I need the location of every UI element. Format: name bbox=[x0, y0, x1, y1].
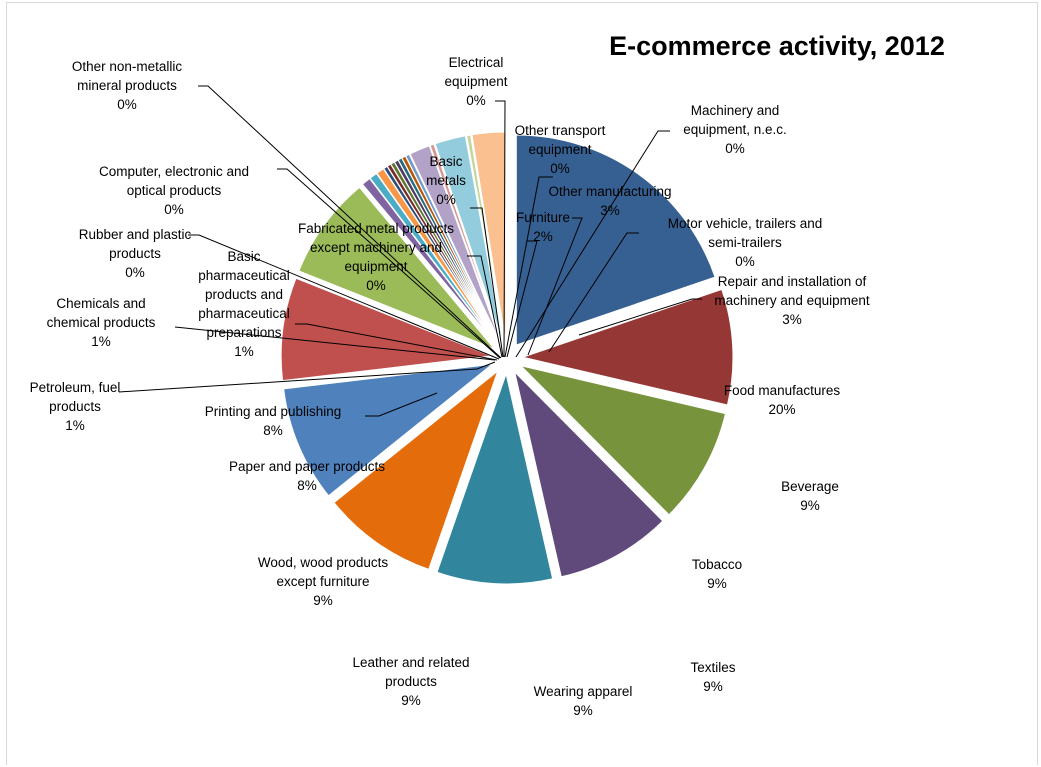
data-label-wood-wood-products-except-furniture: Wood, wood products except furniture 9% bbox=[258, 555, 389, 608]
data-label-other-non-metallic-mineral-products: Other non-metallic mineral products 0% bbox=[72, 59, 183, 112]
pie-slice-beverage bbox=[521, 288, 734, 406]
leader-line-repair-and-installation-of-machinery-and-equipment bbox=[578, 298, 702, 336]
leader-line-chemicals-and-chemical-products bbox=[174, 326, 496, 361]
data-label-other-manufacturing: Other manufacturing 3% bbox=[548, 184, 671, 218]
leader-line-machinery-and-equipment-n-e-c bbox=[515, 130, 670, 358]
pie-slice-motor-vehicle-trailers-and-semi-trailers bbox=[466, 134, 505, 343]
data-label-motor-vehicle-trailers-and-semi-trailers: Motor vehicle, trailers and semi-trailers… bbox=[668, 216, 823, 269]
pie-chart: E-commerce activity, 2012 Food manufactu… bbox=[30, 31, 945, 718]
leader-line-fabricated-metal-products-except-machinery-and-equipment bbox=[467, 255, 503, 358]
leader-line-computer-electronic-and-optical-products bbox=[277, 168, 501, 359]
data-label-basic-metals: Basic metals 0% bbox=[426, 154, 466, 207]
data-label-textiles: Textiles 9% bbox=[690, 660, 735, 694]
leader-lines bbox=[118, 85, 702, 417]
pie-slice-furniture bbox=[409, 145, 502, 344]
data-label-fabricated-metal-products-except-machinery-and-equipment: Fabricated metal products except machiner… bbox=[298, 221, 454, 293]
data-labels: Food manufactures 20% Beverage 9% Tobacco 9% T… bbox=[30, 55, 870, 718]
leader-line-electrical-equipment bbox=[495, 100, 506, 358]
leader-line-other-manufacturing bbox=[527, 217, 583, 356]
data-label-machinery-and-equipment-n-e-c: Machinery and equipment, n.e.c. 0% bbox=[683, 103, 787, 156]
data-label-petroleum-fuel-products: Petroleum, fuel products 1% bbox=[30, 380, 121, 433]
pie-slice-other-manufacturing bbox=[434, 135, 504, 343]
pie-slice-printing-and-publishing bbox=[298, 186, 495, 350]
data-label-basic-pharmaceutical-products-and-pharmaceutical-preparations: Basic pharmaceutical products and pharmaceu… bbox=[198, 249, 290, 359]
leader-line-basic-metals bbox=[470, 207, 504, 358]
data-label-furniture: Furniture 2% bbox=[516, 210, 570, 244]
data-label-repair-and-installation-of-machinery-and-equipment: Repair and installation of machinery and … bbox=[714, 274, 870, 327]
leader-line-printing-and-publishing bbox=[365, 392, 438, 417]
pie-slices bbox=[280, 131, 734, 585]
pie-slice-other-transport-equipment bbox=[404, 153, 501, 344]
data-label-tobacco: Tobacco 9% bbox=[692, 557, 742, 591]
data-label-rubber-and-plastic-products: Rubber and plastic products 0% bbox=[79, 227, 192, 280]
leader-line-basic-pharmaceutical-products-and-pharmaceutical-preparations bbox=[295, 323, 498, 361]
leader-line-petroleum-fuel-products bbox=[118, 361, 496, 393]
data-label-chemicals-and-chemical-products: Chemicals and chemical products 1% bbox=[47, 296, 156, 349]
data-label-food-manufactures: Food manufactures 20% bbox=[724, 383, 841, 417]
leader-line-other-transport-equipment bbox=[504, 176, 553, 358]
data-label-leather-and-related-products: Leather and related products 9% bbox=[352, 655, 469, 708]
pie-slice-wood-wood-products-except-furniture bbox=[283, 363, 494, 497]
data-label-computer-electronic-and-optical-products: Computer, electronic and optical products… bbox=[99, 164, 249, 217]
data-label-electrical-equipment: Electrical equipment 0% bbox=[444, 55, 507, 108]
data-label-beverage: Beverage 9% bbox=[781, 479, 839, 513]
pie-slice-food-manufactures bbox=[515, 134, 716, 346]
pie-slice-textiles bbox=[513, 370, 664, 578]
pie-slice-machinery-and-equipment-n-e-c bbox=[429, 143, 503, 344]
leader-line-motor-vehicle-trailers-and-semi-trailers bbox=[548, 232, 639, 353]
pie-slice-leather-and-related-products bbox=[333, 369, 499, 571]
pie-slice-wearing-apparel bbox=[436, 372, 554, 585]
data-label-paper-and-paper-products: Paper and paper products 8% bbox=[229, 459, 385, 493]
pie-slice-repair-and-installation-of-machinery-and-equipment bbox=[471, 131, 507, 343]
chart-title: E-commerce activity, 2012 bbox=[609, 31, 945, 61]
chart-area: E-commerce activity, 2012 Food manufactu… bbox=[6, 2, 1038, 765]
pie-slice-tobacco bbox=[519, 364, 727, 516]
leader-line-furniture bbox=[506, 240, 538, 358]
leader-line-other-non-metallic-mineral-products bbox=[198, 85, 502, 359]
leader-line-rubber-and-plastic-products bbox=[188, 234, 500, 360]
pie-slice-chemicals-and-chemical-products bbox=[369, 172, 498, 346]
data-label-other-transport-equipment: Other transport equipment 0% bbox=[515, 123, 606, 176]
pie-slice-petroleum-fuel-products bbox=[361, 177, 498, 346]
pie-slice-paper-and-paper-products bbox=[280, 277, 492, 382]
data-label-wearing-apparel: Wearing apparel 9% bbox=[534, 684, 633, 718]
data-label-printing-and-publishing: Printing and publishing 8% bbox=[205, 404, 342, 438]
